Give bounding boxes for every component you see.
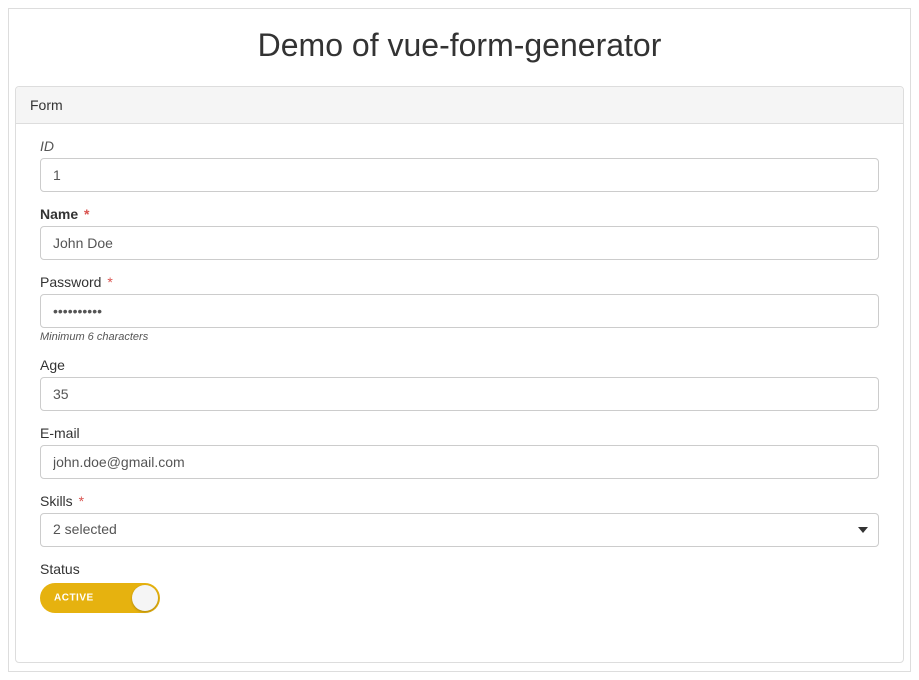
field-age: Age — [40, 357, 879, 411]
skills-select[interactable]: 2 selected — [40, 513, 879, 547]
name-input[interactable] — [40, 226, 879, 260]
page-container: Demo of vue-form-generator Form ID Name … — [8, 8, 911, 672]
age-input[interactable] — [40, 377, 879, 411]
required-star-icon: * — [107, 274, 112, 290]
field-status: Status ACTIVE — [40, 561, 879, 618]
name-label: Name * — [40, 206, 879, 222]
form-panel: Form ID Name * Password * Minimum 6 ch — [15, 86, 904, 663]
password-hint: Minimum 6 characters — [40, 331, 879, 343]
password-label: Password * — [40, 274, 879, 290]
password-label-text: Password — [40, 274, 101, 290]
status-switch[interactable]: ACTIVE — [40, 583, 160, 613]
email-label: E-mail — [40, 425, 879, 441]
switch-active-label: ACTIVE — [54, 593, 94, 604]
email-input[interactable] — [40, 445, 879, 479]
skills-label-text: Skills — [40, 493, 73, 509]
switch-knob — [132, 585, 158, 611]
required-star-icon: * — [79, 493, 84, 509]
field-id: ID — [40, 138, 879, 192]
panel-body: ID Name * Password * Minimum 6 character… — [16, 124, 903, 662]
field-password: Password * Minimum 6 characters — [40, 274, 879, 343]
password-input[interactable] — [40, 294, 879, 328]
field-email: E-mail — [40, 425, 879, 479]
page-title: Demo of vue-form-generator — [9, 9, 910, 86]
skills-label: Skills * — [40, 493, 879, 509]
name-label-text: Name — [40, 206, 78, 222]
field-name: Name * — [40, 206, 879, 260]
panel-header: Form — [16, 87, 903, 124]
id-label: ID — [40, 138, 879, 154]
status-label: Status — [40, 561, 879, 577]
field-skills: Skills * 2 selected — [40, 493, 879, 547]
age-label: Age — [40, 357, 879, 373]
required-star-icon: * — [84, 206, 89, 222]
id-input[interactable] — [40, 158, 879, 192]
